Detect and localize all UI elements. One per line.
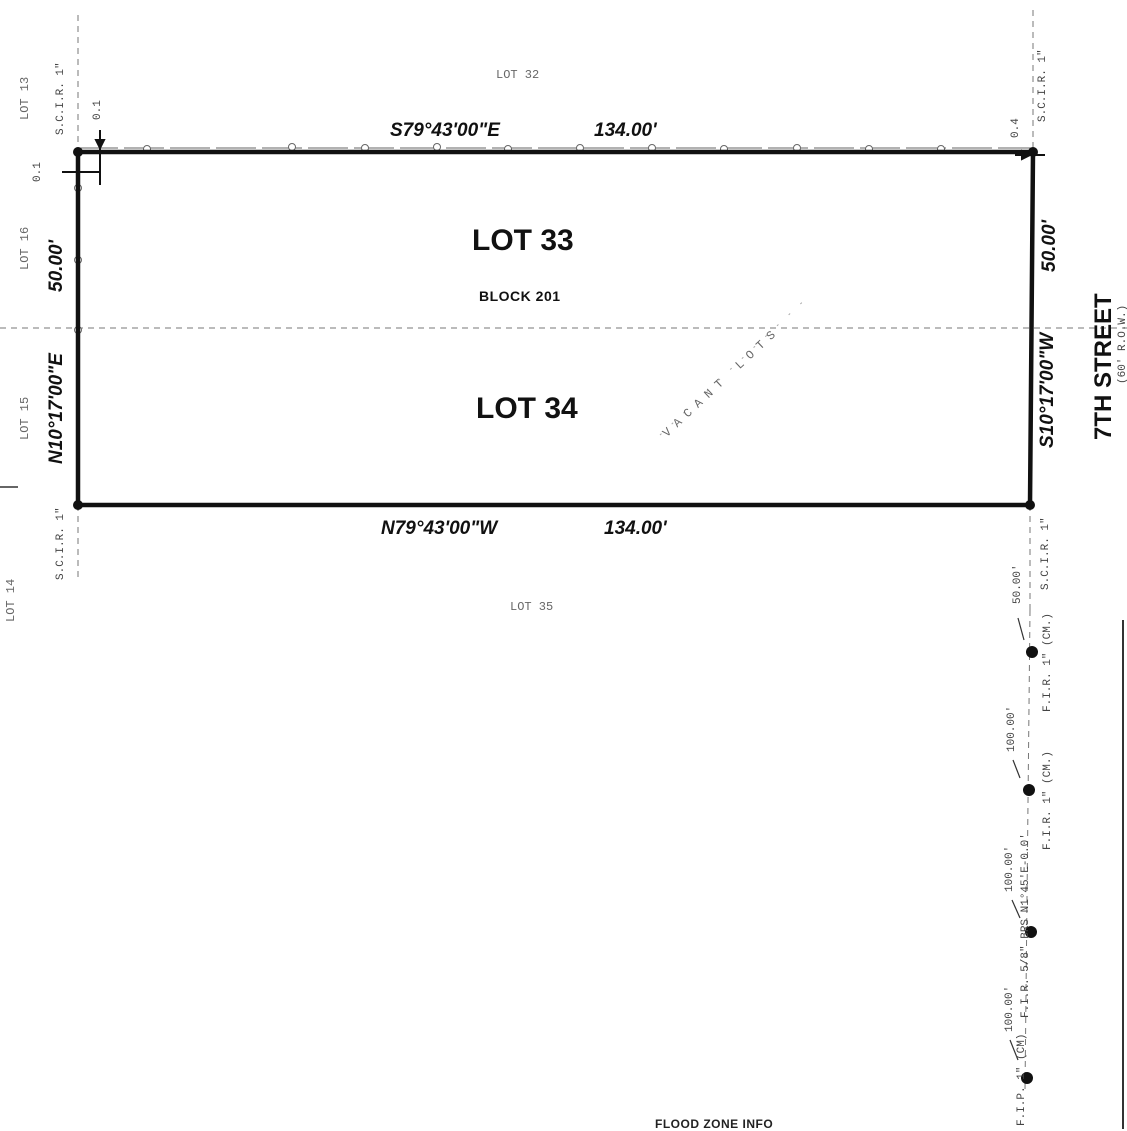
scir-se: S.C.I.R. 1" (1040, 517, 1052, 590)
fir-2-label: F.I.R. 1" (CM.) (1042, 750, 1054, 850)
lot-14-label: LOT 14 (4, 578, 18, 622)
street-dist-ticks (1009, 617, 1025, 1061)
east-bearing: S10°17'00"W (1037, 332, 1058, 448)
block-label: BLOCK 201 (479, 288, 561, 304)
corner-monuments (73, 147, 1038, 510)
lot-13-label: LOT 13 (18, 76, 32, 120)
north-bearing: S79°43'00"E (390, 120, 500, 141)
street-dist-100-b: 100.00' (1004, 845, 1016, 892)
street-row: (60' R.O.W.) (1117, 304, 1127, 384)
lot-35-label: LOT 35 (510, 600, 554, 614)
west-bearing: N10°17'00"E (46, 353, 67, 464)
street-dist-50: 50.00' (1012, 564, 1024, 604)
street-dist-100-c: 100.00' (1004, 985, 1016, 1032)
top-lot-label: LOT 32 (496, 68, 540, 82)
east-distance: 50.00' (1039, 219, 1060, 272)
nw-offset-side: 0.1 (32, 162, 44, 182)
nw-offset-top: 0.1 (92, 100, 104, 120)
street-name: 7TH STREET (1090, 293, 1117, 440)
fip-label: F.I.P. 1" (CM) (1016, 1033, 1028, 1126)
south-distance: 134.00' (604, 518, 667, 539)
scir-nw: S.C.I.R. 1" (55, 62, 67, 135)
lot-15-label: LOT 15 (18, 396, 32, 440)
south-bearing: N79°43'00"W (381, 518, 498, 539)
fir-1-label: F.I.R. 1" (CM.) (1042, 612, 1054, 712)
scir-ne: S.C.I.R. 1" (1037, 49, 1049, 122)
street-dist-100-a: 100.00' (1006, 705, 1018, 752)
west-distance: 50.00' (46, 239, 67, 292)
adjacent-lot-lines (0, 10, 1127, 1091)
street-monuments (1021, 646, 1038, 1084)
flood-zone-note: FLOOD ZONE INFO (655, 1117, 774, 1131)
offset-arrows (62, 130, 1045, 185)
lot-34-label: LOT 34 (476, 392, 578, 425)
lot-16-label: LOT 16 (18, 226, 32, 270)
scir-sw: S.C.I.R. 1" (55, 507, 67, 580)
north-distance: 134.00' (594, 120, 657, 141)
ne-offset: 0.4 (1010, 118, 1022, 138)
fir-3-label: F.I.R. 5/8" BRS N1°45'E-0.0' (1020, 833, 1032, 1018)
lot-33-label: LOT 33 (472, 224, 574, 257)
